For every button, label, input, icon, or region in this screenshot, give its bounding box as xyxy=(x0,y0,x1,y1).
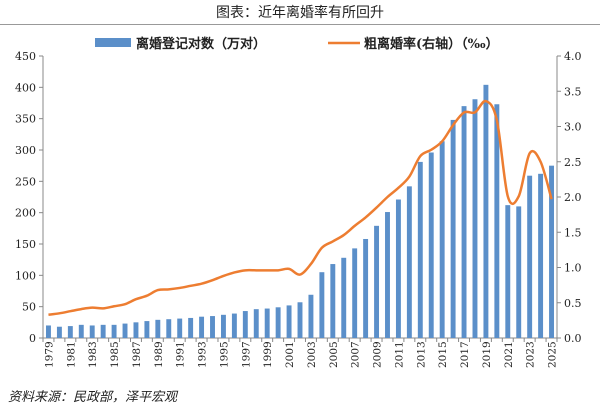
x-axis-tick-label: 2021 xyxy=(503,341,515,368)
left-axis-tick-label: 350 xyxy=(15,113,36,126)
title-divider xyxy=(0,24,600,25)
bar-2010 xyxy=(385,212,390,338)
bar-2018 xyxy=(472,99,478,339)
x-axis-tick-label: 2005 xyxy=(328,341,340,368)
bar-1983 xyxy=(89,325,95,338)
x-axis-tick-label: 2011 xyxy=(393,341,405,368)
bar-2008 xyxy=(363,238,369,338)
left-axis-tick-label: 150 xyxy=(15,238,36,251)
bar-2005 xyxy=(330,264,336,338)
x-axis-tick-label: 1983 xyxy=(87,341,99,368)
bar-2015 xyxy=(439,141,445,338)
bar-1980 xyxy=(56,326,62,338)
bar-1991 xyxy=(177,318,183,338)
legend-bar-label: 离婚登记对数（万对） xyxy=(136,36,266,52)
x-axis-tick-label: 2025 xyxy=(547,341,559,368)
x-axis-tick-label: 1993 xyxy=(197,341,209,368)
bar-2023 xyxy=(527,175,533,338)
bar-2019 xyxy=(483,84,489,339)
x-axis-tick-label: 1989 xyxy=(153,341,165,368)
x-axis-tick-label: 1979 xyxy=(43,341,55,368)
bar-1984 xyxy=(100,324,106,338)
x-axis-tick-label: 2003 xyxy=(306,341,318,368)
x-axis-tick-label: 2019 xyxy=(481,341,493,368)
bar-1979 xyxy=(46,325,51,338)
x-axis-tick-label: 2015 xyxy=(437,341,449,368)
x-axis-tick-label: 1987 xyxy=(131,341,143,368)
right-axis-tick-label: 1.0 xyxy=(564,262,582,275)
bar-1988 xyxy=(144,321,150,338)
source-note: 资料来源：民政部，泽平宏观 xyxy=(8,390,178,405)
bar-1981 xyxy=(67,326,73,338)
bar-1982 xyxy=(78,324,84,338)
bar-2003 xyxy=(308,294,314,338)
x-axis-tick-label: 2001 xyxy=(284,341,296,368)
left-axis-tick-label: 50 xyxy=(22,301,36,314)
bar-2002 xyxy=(297,302,303,338)
bar-1997 xyxy=(242,311,248,338)
right-axis-tick-label: 0.0 xyxy=(564,332,582,345)
bar-2006 xyxy=(341,257,347,338)
bar-1987 xyxy=(133,322,139,338)
x-axis-tick-label: 1995 xyxy=(218,341,230,368)
bar-2000 xyxy=(275,307,281,338)
bar-2025 xyxy=(549,165,554,338)
bar-2016 xyxy=(450,119,456,338)
right-axis-tick-label: 0.5 xyxy=(564,297,582,310)
bar-2004 xyxy=(319,272,325,338)
bar-1994 xyxy=(210,316,215,338)
chart-svg: 0 50 100 150 200 250 300 350 400 450 0.0 0.5 1.0 1.5 2… xyxy=(15,36,582,368)
bar-1992 xyxy=(188,317,194,338)
bar-1986 xyxy=(122,323,128,338)
x-axis-tick-label: 2009 xyxy=(372,341,384,368)
legend-line-label: 粗离婚率(右轴）（‰） xyxy=(364,36,499,52)
bar-1995 xyxy=(220,314,226,338)
x-axis-tick-label: 1985 xyxy=(109,341,121,368)
left-axis-tick-label: 400 xyxy=(15,81,36,94)
left-axis-tick-label: 300 xyxy=(15,144,36,157)
left-axis-tick-label: 100 xyxy=(15,269,36,282)
right-axis-tick-label: 4.0 xyxy=(564,50,582,63)
right-axis-tick-label: 3.5 xyxy=(564,85,582,98)
bar-2020 xyxy=(494,104,500,339)
x-axis-tick-label: 1991 xyxy=(175,341,187,368)
x-axis-tick-label: 2013 xyxy=(415,341,427,368)
left-axis-tick-label: 0 xyxy=(29,332,36,345)
bar-2014 xyxy=(428,152,434,338)
x-axis-tick-label: 2023 xyxy=(525,341,537,368)
left-axis-tick-label: 200 xyxy=(15,207,36,220)
bar-1989 xyxy=(155,319,161,338)
bar-2011 xyxy=(395,199,401,338)
x-axis-tick-label: 1999 xyxy=(262,341,274,368)
bar-1990 xyxy=(166,319,172,338)
bar-2017 xyxy=(461,106,467,338)
right-axis-tick-label: 3.0 xyxy=(564,121,582,134)
legend-bar-swatch xyxy=(95,38,131,47)
right-axis-tick-label: 2.0 xyxy=(564,191,582,204)
left-axis-tick-label: 450 xyxy=(15,50,36,63)
x-axis-tick-label: 1997 xyxy=(240,341,252,368)
bar-1998 xyxy=(253,309,259,338)
x-axis-tick-label: 2007 xyxy=(350,341,362,368)
figure-title: 图表：近年离婚率有所回升 xyxy=(216,5,384,21)
bar-1993 xyxy=(199,316,205,338)
bar-1999 xyxy=(264,308,270,338)
bar-2013 xyxy=(417,161,423,338)
left-axis-tick-label: 250 xyxy=(15,175,36,188)
bar-2021 xyxy=(505,205,511,338)
bar-2012 xyxy=(406,186,412,338)
bar-1985 xyxy=(111,324,117,338)
x-axis-tick-label: 2017 xyxy=(459,341,471,368)
x-axis-tick-label: 1981 xyxy=(65,341,77,368)
bar-1996 xyxy=(231,313,237,338)
right-axis-tick-label: 2.5 xyxy=(564,156,582,169)
right-axis-tick-label: 1.5 xyxy=(564,226,582,239)
bar-2022 xyxy=(516,206,522,338)
bar-2009 xyxy=(374,225,380,338)
bar-2007 xyxy=(352,248,358,338)
bar-2001 xyxy=(286,305,292,338)
bar-2024 xyxy=(538,173,544,338)
